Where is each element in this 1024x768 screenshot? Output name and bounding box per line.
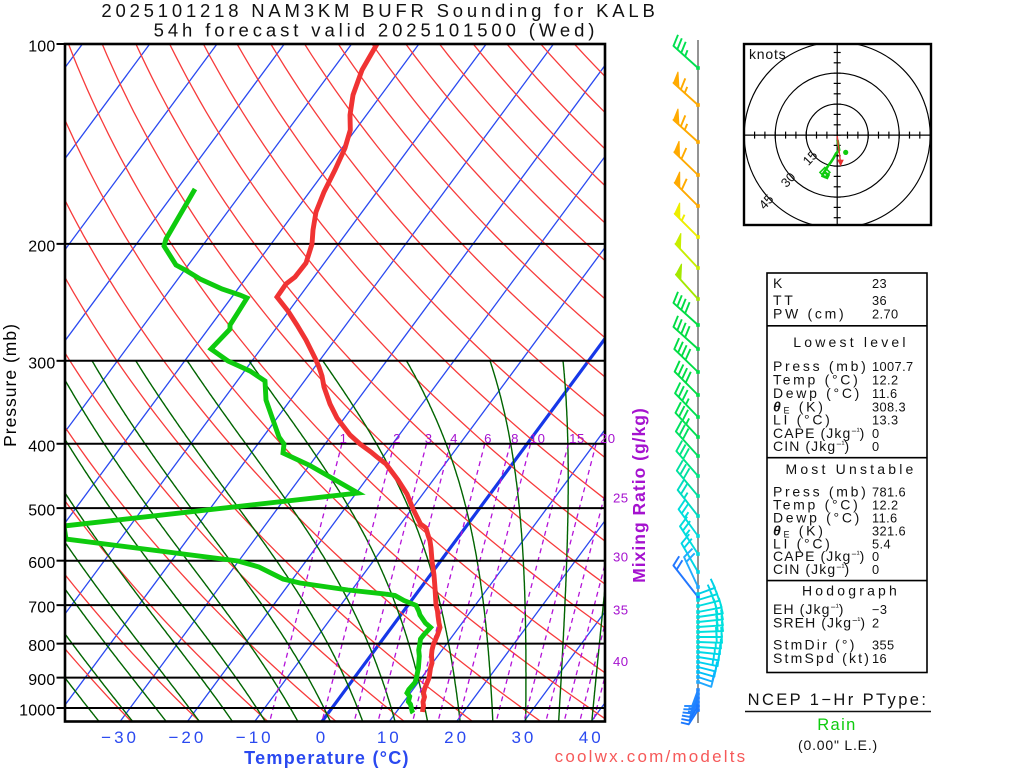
svg-text:781.6: 781.6 [872,485,906,500]
svg-text:700: 700 [28,600,55,617]
svg-text:Temp (°C): Temp (°C) [773,497,860,513]
svg-text:40: 40 [579,728,604,747]
svg-text:K: K [773,275,785,291]
svg-text:4: 4 [450,431,458,446]
svg-text:300: 300 [28,355,55,372]
svg-text:CIN (Jkg−¹): CIN (Jkg−¹) [773,438,849,454]
svg-text:2.70: 2.70 [872,307,899,322]
svg-text:25: 25 [613,490,629,505]
svg-text:Dewp (°C): Dewp (°C) [773,385,862,401]
svg-text:θE (K): θE (K) [773,399,826,416]
svg-text:TT: TT [773,292,796,308]
svg-text:16: 16 [872,651,887,666]
svg-text:30: 30 [511,728,536,747]
svg-text:Press (mb): Press (mb) [773,358,868,374]
svg-text:11.6: 11.6 [872,511,898,526]
svg-text:Rain: Rain [817,716,857,734]
svg-text:10: 10 [377,728,402,747]
svg-text:500: 500 [28,503,55,520]
svg-text:Hodograph: Hodograph [802,583,900,599]
svg-text:2025101218 NAM3KM BUFR Soundin: 2025101218 NAM3KM BUFR Sounding for KALB [101,0,658,21]
svg-text:11.6: 11.6 [872,386,898,401]
svg-text:NCEP 1−Hr PType:: NCEP 1−Hr PType: [748,691,929,709]
svg-text:900: 900 [28,672,55,689]
svg-text:35: 35 [613,603,629,618]
svg-text:PW (cm): PW (cm) [773,306,846,322]
svg-text:0: 0 [872,426,880,441]
svg-text:SREH (Jkg−¹): SREH (Jkg−¹) [773,615,865,631]
svg-text:12.2: 12.2 [872,373,899,388]
svg-text:StmSpd (kt): StmSpd (kt) [773,650,871,666]
svg-text:−3: −3 [872,602,887,617]
svg-text:308.3: 308.3 [872,400,906,415]
svg-text:−10: −10 [236,728,274,747]
svg-text:20: 20 [600,431,616,446]
svg-text:Temperature (°C): Temperature (°C) [244,748,410,768]
svg-text:355: 355 [872,638,895,653]
svg-text:LI (°C): LI (°C) [773,412,833,428]
svg-text:1: 1 [340,431,348,446]
svg-text:−30: −30 [101,728,139,747]
svg-text:CIN (Jkg−¹): CIN (Jkg−¹) [773,561,849,577]
svg-text:0: 0 [316,728,328,747]
svg-text:LI (°C): LI (°C) [773,536,833,552]
svg-text:Dewp (°C): Dewp (°C) [773,510,862,526]
svg-text:Lowest level: Lowest level [793,334,908,350]
svg-text:5.4: 5.4 [872,537,891,552]
svg-text:13.3: 13.3 [872,413,899,428]
svg-text:Temp (°C): Temp (°C) [773,372,860,388]
svg-text:36: 36 [872,293,887,308]
svg-text:CAPE (Jkg−¹): CAPE (Jkg−¹) [773,425,864,441]
svg-text:30: 30 [613,549,629,564]
svg-text:0: 0 [872,562,880,577]
svg-text:Mixing Ratio (g/kg): Mixing Ratio (g/kg) [629,407,649,583]
svg-text:54h forecast valid 2025101500: 54h forecast valid 2025101500 (Wed) [154,20,599,41]
svg-text:Pressure (mb): Pressure (mb) [0,323,20,447]
svg-text:0: 0 [872,549,880,564]
svg-text:StmDir (°): StmDir (°) [773,637,857,653]
svg-text:1007.7: 1007.7 [872,359,914,374]
svg-text:10: 10 [530,431,546,446]
svg-text:2: 2 [393,431,401,446]
svg-text:6: 6 [484,431,492,446]
svg-text:θE (K): θE (K) [773,523,826,540]
svg-text:800: 800 [28,638,55,655]
svg-text:knots: knots [749,46,786,62]
svg-text:−20: −20 [168,728,206,747]
svg-text:1000: 1000 [19,703,55,720]
svg-text:15: 15 [569,431,585,446]
svg-text:CAPE (Jkg−¹): CAPE (Jkg−¹) [773,548,864,564]
svg-text:100: 100 [28,39,55,56]
svg-text:0: 0 [872,439,880,454]
svg-text:EH (Jkg−¹): EH (Jkg−¹) [773,601,843,617]
svg-text:(0.00" L.E.): (0.00" L.E.) [798,737,878,753]
svg-text:200: 200 [28,238,55,255]
svg-text:600: 600 [28,555,55,572]
svg-text:8: 8 [511,431,519,446]
svg-text:321.6: 321.6 [872,524,906,539]
svg-text:Press (mb): Press (mb) [773,484,868,500]
svg-text:coolwx.com/modelts: coolwx.com/modelts [555,747,748,766]
svg-text:400: 400 [28,438,55,455]
svg-text:12.2: 12.2 [872,498,899,513]
svg-text:Most Unstable: Most Unstable [785,461,916,477]
svg-text:20: 20 [444,728,469,747]
svg-text:2: 2 [872,616,880,631]
svg-text:3: 3 [425,431,433,446]
svg-text:40: 40 [613,654,629,669]
svg-text:23: 23 [872,276,887,291]
